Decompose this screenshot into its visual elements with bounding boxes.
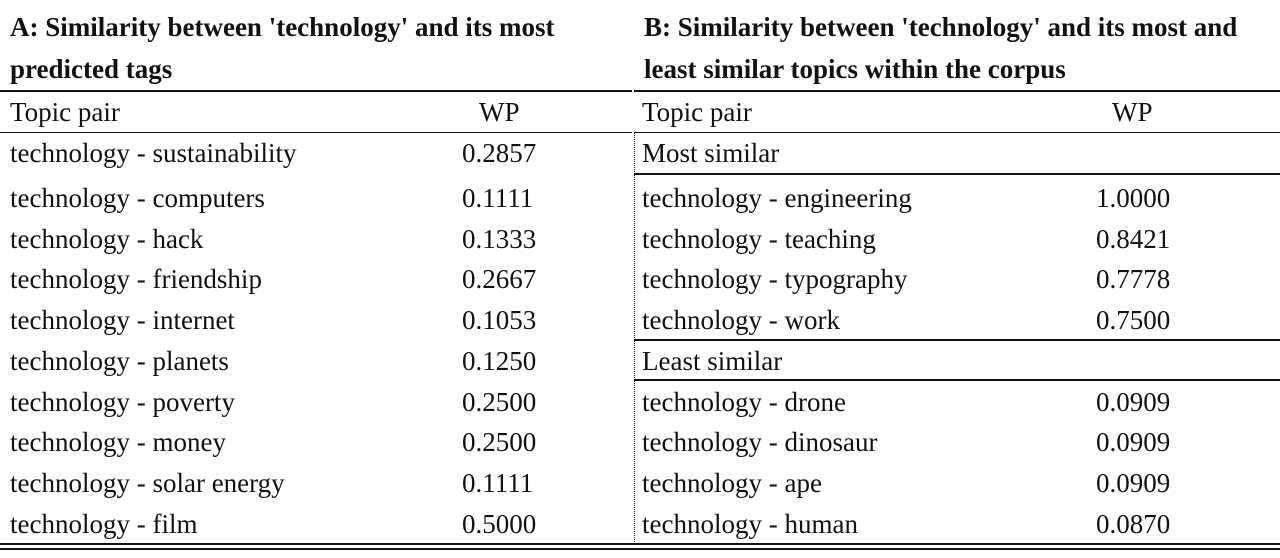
table-row: technology - work 0.7500 <box>634 300 1280 341</box>
section-label-row: Most similar <box>634 133 1280 174</box>
table-row: technology - friendship 0.2667 <box>0 259 632 300</box>
column-header-wp: WP <box>479 97 520 127</box>
panel-a-title-line2: predicted tags <box>10 54 173 84</box>
bottom-rule-bottom <box>0 548 1280 550</box>
panel-b-title-line1: B: Similarity between 'technology' and i… <box>644 12 1238 42</box>
table-row: technology - ape 0.0909 <box>634 463 1280 504</box>
topic-pair-cell: technology - typography <box>642 264 908 294</box>
topic-pair-cell: technology - dinosaur <box>642 427 878 457</box>
column-header-topic-pair: Topic pair <box>642 97 752 127</box>
column-header-rule <box>634 132 1280 133</box>
topic-pair-cell: technology - work <box>642 305 840 335</box>
column-header-topic-pair: Topic pair <box>10 97 120 127</box>
table-row: technology - teaching 0.8421 <box>634 219 1280 260</box>
table-row: technology - human 0.0870 <box>634 504 1280 545</box>
column-header-wp: WP <box>1112 97 1153 127</box>
topic-pair-cell: technology - hack <box>10 224 204 254</box>
table-row: technology - film 0.5000 <box>0 504 632 545</box>
wp-cell: 1.0000 <box>1096 183 1171 213</box>
topic-pair-cell: technology - internet <box>10 305 235 335</box>
table-row: technology - money 0.2500 <box>0 422 632 463</box>
topic-pair-cell: technology - computers <box>10 183 265 213</box>
section-label-row: Least similar <box>634 341 1280 382</box>
wp-cell: 0.0870 <box>1096 509 1171 539</box>
panel-b-title-line2: least similar topics within the corpus <box>644 54 1066 84</box>
table-row: technology - typography 0.7778 <box>634 259 1280 300</box>
wp-cell: 0.7778 <box>1096 264 1171 294</box>
table-row: technology - engineering 1.0000 <box>634 178 1280 219</box>
least-similar-label: Least similar <box>642 346 783 376</box>
wp-cell: 0.2500 <box>462 427 537 457</box>
wp-cell: 0.2500 <box>462 387 537 417</box>
wp-cell: 0.5000 <box>462 509 537 539</box>
topic-pair-cell: technology - friendship <box>10 264 262 294</box>
wp-cell: 0.7500 <box>1096 305 1171 335</box>
wp-cell: 0.1333 <box>462 224 537 254</box>
topic-pair-cell: technology - engineering <box>642 183 912 213</box>
wp-cell: 0.0909 <box>1096 387 1171 417</box>
wp-cell: 0.0909 <box>1096 427 1171 457</box>
wp-cell: 0.1111 <box>462 468 534 498</box>
table-row: technology - computers 0.1111 <box>0 178 632 219</box>
panel-a-title-line1: A: Similarity between 'technology' and i… <box>10 12 555 42</box>
table-row: technology - sustainability 0.2857 <box>0 133 632 174</box>
topic-pair-cell: technology - sustainability <box>10 138 297 168</box>
topic-pair-cell: technology - ape <box>642 468 822 498</box>
topic-pair-cell: technology - solar energy <box>10 468 285 498</box>
topic-pair-cell: technology - human <box>642 509 858 539</box>
panel-separator <box>634 133 636 542</box>
topic-pair-cell: technology - planets <box>10 346 229 376</box>
table-row: technology - drone 0.0909 <box>634 382 1280 423</box>
wp-cell: 0.2857 <box>462 138 537 168</box>
bottom-rule-top <box>0 543 1280 545</box>
table-row: technology - planets 0.1250 <box>0 341 632 382</box>
column-header-rule <box>0 132 632 133</box>
section-rule <box>634 339 1280 341</box>
table-row: technology - internet 0.1053 <box>0 300 632 341</box>
topic-pair-cell: technology - poverty <box>10 387 235 417</box>
wp-cell: 0.8421 <box>1096 224 1171 254</box>
header-rule <box>634 90 1280 92</box>
wp-cell: 0.0909 <box>1096 468 1171 498</box>
table-row: technology - dinosaur 0.0909 <box>634 422 1280 463</box>
wp-cell: 0.1111 <box>462 183 534 213</box>
table-row: technology - hack 0.1333 <box>0 219 632 260</box>
wp-cell: 0.2667 <box>462 264 537 294</box>
table-row: technology - poverty 0.2500 <box>0 382 632 423</box>
section-rule <box>634 379 1280 381</box>
section-rule <box>634 173 1280 175</box>
wp-cell: 0.1053 <box>462 305 537 335</box>
topic-pair-cell: technology - drone <box>642 387 846 417</box>
topic-pair-cell: technology - film <box>10 509 198 539</box>
topic-pair-cell: technology - money <box>10 427 226 457</box>
wp-cell: 0.1250 <box>462 346 537 376</box>
topic-pair-cell: technology - teaching <box>642 224 876 254</box>
most-similar-label: Most similar <box>642 138 780 168</box>
panel-a-title: A: Similarity between 'technology' and i… <box>10 6 554 90</box>
panel-b-title: B: Similarity between 'technology' and i… <box>644 6 1237 90</box>
table-row: technology - solar energy 0.1111 <box>0 463 632 504</box>
header-rule <box>0 90 632 92</box>
